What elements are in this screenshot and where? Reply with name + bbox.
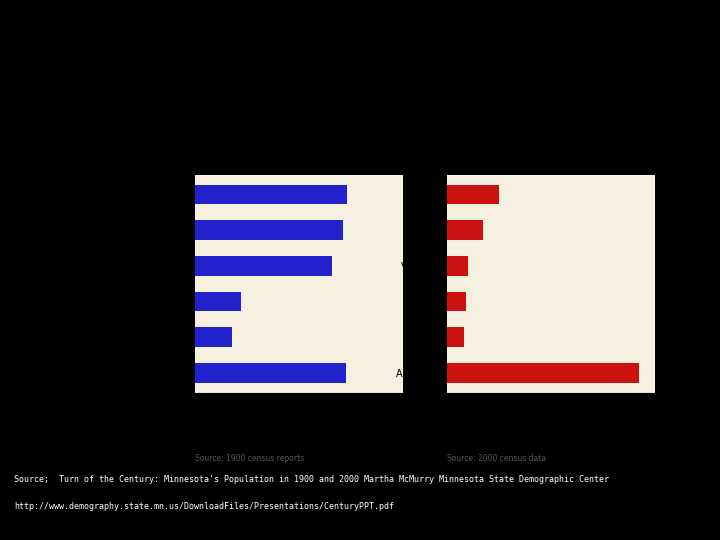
X-axis label: Thousands: Thousands bbox=[273, 416, 325, 426]
Bar bbox=[195, 363, 346, 383]
Text: Number of Minnesota foreign-born was much
larger in 1900, but the origins of for: Number of Minnesota foreign-born was muc… bbox=[181, 37, 647, 100]
Text: Source: 2000 census data: Source: 2000 census data bbox=[447, 454, 546, 463]
Text: 2000:  Total foreign-born 260,463: 2000: Total foreign-born 260,463 bbox=[447, 160, 645, 170]
X-axis label: Thousands: Thousands bbox=[524, 416, 577, 426]
Bar bbox=[447, 327, 464, 347]
Bar bbox=[447, 363, 639, 383]
Bar bbox=[195, 327, 232, 347]
Bar bbox=[195, 220, 343, 240]
Bar bbox=[195, 256, 332, 276]
Bar bbox=[447, 256, 467, 276]
Bar bbox=[195, 185, 347, 205]
Text: 1900:  Total foreign-born 515,318: 1900: Total foreign-born 515,318 bbox=[195, 160, 393, 170]
Bar bbox=[447, 292, 467, 312]
Text: Source;  Turn of the Century: Minnesota's Population in 1900 and 2000 Martha McM: Source; Turn of the Century: Minnesota's… bbox=[14, 475, 609, 484]
Bar bbox=[447, 220, 483, 240]
Bar bbox=[447, 185, 499, 205]
Bar bbox=[195, 292, 240, 312]
Text: Source: 1900 census reports: Source: 1900 census reports bbox=[195, 454, 305, 463]
Text: http://www.demography.state.mn.us/DownloadFiles/Presentations/CenturyPPT.pdf: http://www.demography.state.mn.us/Downlo… bbox=[14, 502, 395, 511]
